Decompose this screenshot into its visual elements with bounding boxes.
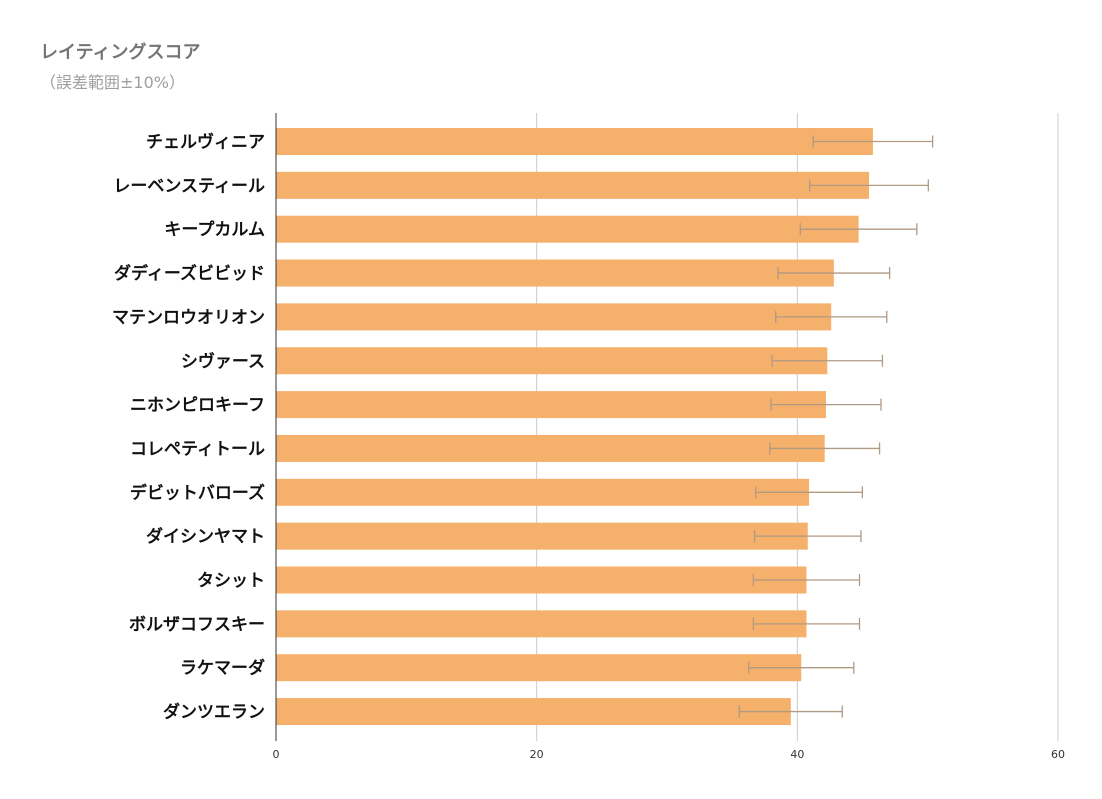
category-label: キープカルム	[164, 219, 265, 240]
bar	[276, 434, 825, 462]
category-label: ダンツエラン	[163, 702, 265, 723]
bar	[276, 128, 873, 155]
category-label: ニホンピロキーフ	[130, 396, 265, 416]
category-label: マテンロウオリオン	[112, 308, 265, 328]
bar	[276, 478, 810, 506]
bar	[276, 171, 870, 199]
chart-title: レイティングスコア	[40, 42, 201, 63]
category-label: ダイシンヤマト	[146, 526, 265, 547]
category-label: チェルヴィニア	[146, 132, 265, 153]
bar	[276, 522, 808, 550]
bar	[276, 654, 802, 682]
bar	[276, 347, 828, 375]
category-label: ボルザコフスキー	[129, 615, 265, 635]
chart-subtitle: （誤差範囲±10%）	[40, 73, 185, 92]
category-label: コレペティトール	[130, 439, 265, 459]
category-label: シヴァース	[181, 351, 265, 372]
x-tick-label: 40	[790, 748, 804, 761]
bar	[276, 259, 834, 287]
bar	[276, 698, 791, 726]
bar	[276, 566, 807, 594]
category-label: レーベンスティール	[113, 176, 265, 196]
bar	[276, 215, 859, 243]
category-label: タシット	[197, 571, 265, 591]
bar	[276, 391, 827, 419]
x-tick-label: 0	[273, 748, 280, 761]
x-tick-label: 20	[530, 748, 544, 761]
x-tick-label: 60	[1051, 748, 1065, 761]
bar	[276, 610, 807, 638]
category-label: デビットバローズ	[130, 482, 265, 503]
bar	[276, 303, 832, 331]
category-label: ラケマーダ	[180, 658, 265, 679]
category-label: ダディーズビビッド	[114, 263, 265, 284]
